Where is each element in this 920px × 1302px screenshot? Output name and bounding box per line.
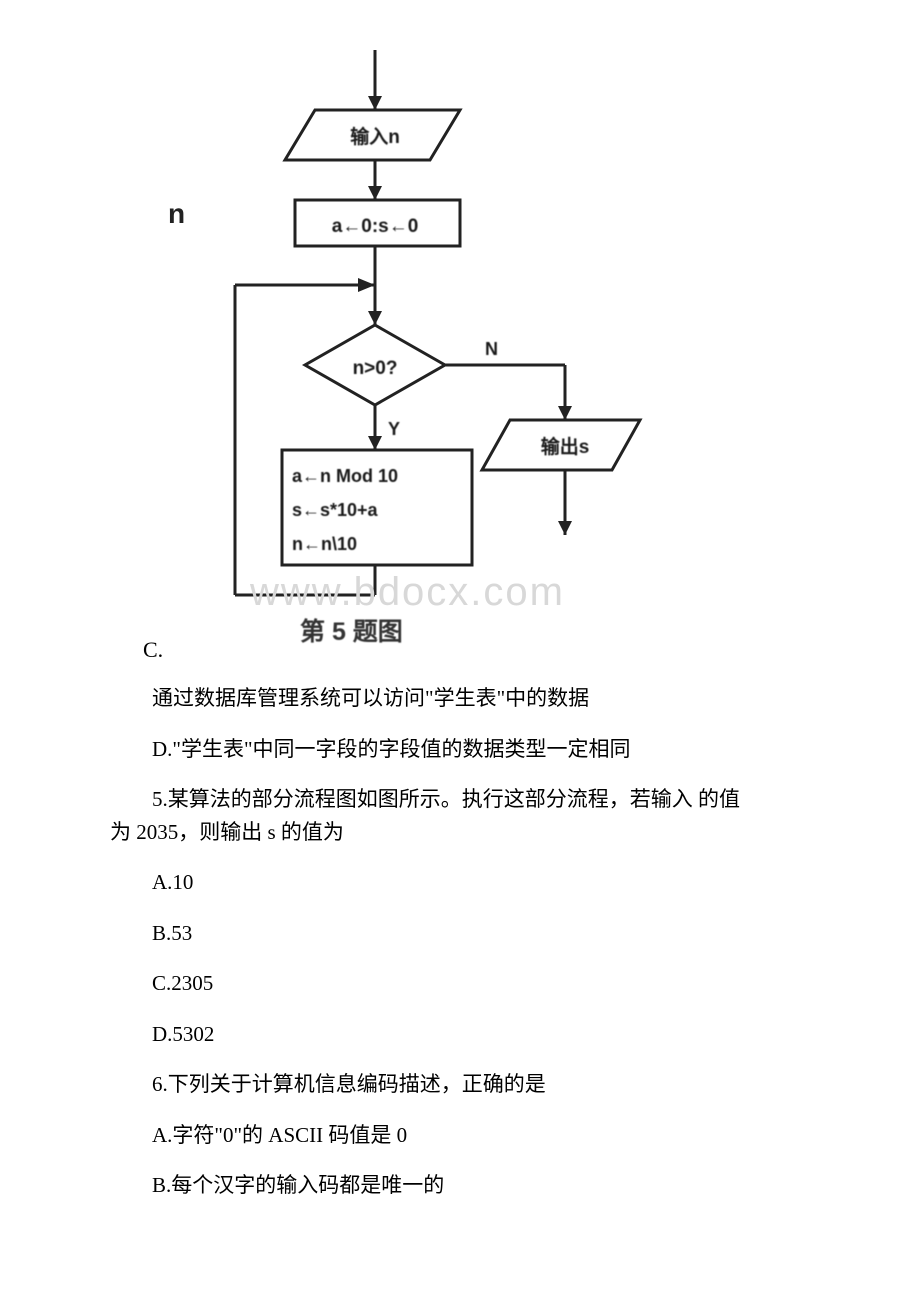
option-c-label: C. <box>143 637 163 663</box>
io-input-text: 输入n <box>350 125 400 148</box>
q5-option-b: B.53 <box>110 917 810 950</box>
decision-text: n>0? <box>353 358 398 379</box>
proc-line2: s←s*10+a <box>292 500 379 520</box>
option-c-text: 通过数据库管理系统可以访问"学生表"中的数据 <box>110 682 810 715</box>
init-text: a←0:s←0 <box>332 216 419 237</box>
q5-option-a: A.10 <box>110 866 810 899</box>
q6-option-b: B.每个汉字的输入码都是唯一的 <box>110 1169 810 1202</box>
io-output-text: 输出s <box>541 435 590 458</box>
q6-option-a: A.字符"0"的 ASCII 码值是 0 <box>110 1119 810 1152</box>
question-5: 5.某算法的部分流程图如图所示。执行这部分流程，若输入 的值为 2035，则输出… <box>110 783 810 848</box>
branch-n: N <box>485 339 498 359</box>
proc-line3: n←n\10 <box>292 534 357 554</box>
option-d-text: D."学生表"中同一字段的字段值的数据类型一定相同 <box>110 733 810 766</box>
q5-option-c: C.2305 <box>110 967 810 1000</box>
flowchart-region: n 输入n a←0:s←0 n>0? N 输出s <box>0 0 920 630</box>
question-6: 6.下列关于计算机信息编码描述，正确的是 <box>110 1068 810 1101</box>
flowchart-svg: 输入n a←0:s←0 n>0? N 输出s Y <box>140 50 660 620</box>
branch-y: Y <box>388 419 400 439</box>
document-body: 通过数据库管理系统可以访问"学生表"中的数据 D."学生表"中同一字段的字段值的… <box>0 682 920 1220</box>
proc-line1: a←n Mod 10 <box>292 466 398 486</box>
flowchart-caption: 第 5 题图 <box>300 612 403 648</box>
q5-option-d: D.5302 <box>110 1018 810 1051</box>
